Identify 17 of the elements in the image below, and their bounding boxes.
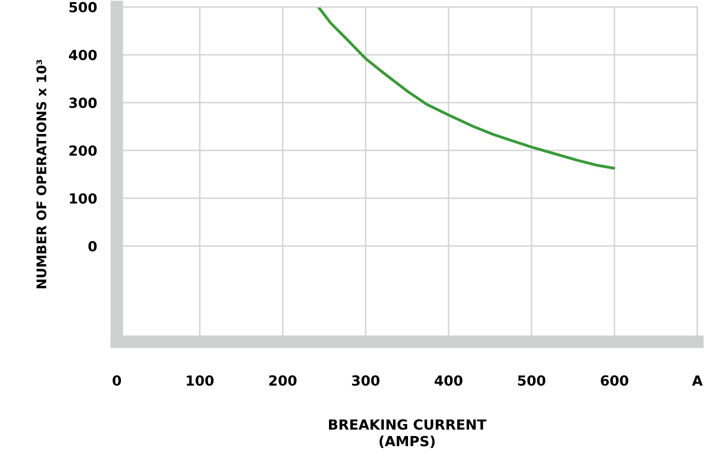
x-tick-label: A xyxy=(692,375,703,386)
y-tick-label: 500 xyxy=(69,2,97,12)
y-axis-title: NUMBER OF OPERATIONS x 10³ xyxy=(36,60,46,288)
x-tick-label: 300 xyxy=(352,375,380,386)
x-tick-label: 0 xyxy=(112,375,121,386)
x-tick-label: 600 xyxy=(600,375,628,386)
x-axis-title: BREAKING CURRENT (AMPS) xyxy=(329,419,486,448)
y-tick-label: 100 xyxy=(70,193,97,204)
x-tick-label: 100 xyxy=(186,375,214,386)
x-tick-label: 500 xyxy=(518,375,546,386)
y-tick-label: 400 xyxy=(69,50,97,60)
y-tick-label: 0 xyxy=(88,241,97,252)
y-tick-label: 300 xyxy=(69,98,97,108)
x-tick-label: 200 xyxy=(269,375,297,386)
line-series xyxy=(316,6,616,170)
x-tick-label: 400 xyxy=(434,375,462,386)
y-tick-label: 200 xyxy=(69,145,97,156)
